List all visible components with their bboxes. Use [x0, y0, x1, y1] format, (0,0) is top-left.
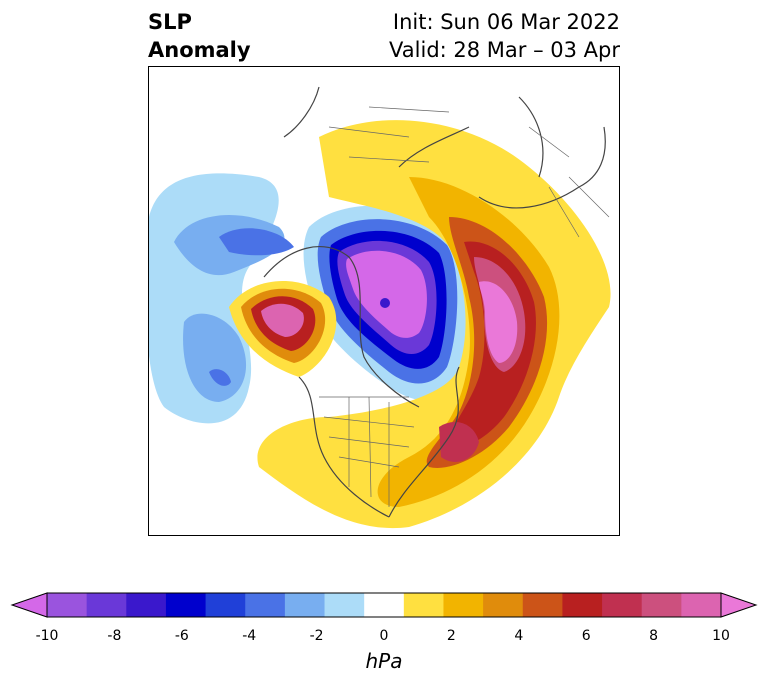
colorbar-segment [324, 593, 365, 617]
colorbar-segment [522, 593, 563, 617]
arctic-low-core [346, 250, 427, 338]
colorbar-outline [46, 592, 722, 618]
coastlines [263, 86, 606, 518]
colorbar-segment [245, 593, 286, 617]
colorbar-segment [562, 593, 603, 617]
atlantic-high-core [479, 281, 518, 363]
colorbar-segment [483, 593, 524, 617]
colorbar-tick-label: 10 [712, 628, 730, 644]
map-title-left: SLP Anomaly [148, 8, 251, 64]
pacific-low-south-core [209, 369, 231, 386]
colorbar-tick-label: 4 [514, 628, 524, 644]
colorbar-tick-label: 0 [379, 628, 389, 644]
colorbar-unit-label: hPa [365, 649, 403, 673]
colorbar-tick-label: -8 [107, 628, 122, 644]
colorbar-tick-label: 6 [581, 628, 591, 644]
colorbar-tick-label: -2 [309, 628, 324, 644]
colorbar-extend-max [720, 592, 758, 618]
colorbar-segment [126, 593, 167, 617]
colorbar-segment [403, 593, 444, 617]
colorbar-segment [602, 593, 643, 617]
anomaly-map [149, 86, 611, 529]
colorbar-segment [205, 593, 246, 617]
pacific-low-core [219, 228, 294, 256]
atlantic-high-south [439, 422, 479, 462]
colorbar-segment [443, 593, 484, 617]
colorbar-tick-label: 2 [446, 628, 456, 644]
init-date: Init: Sun 06 Mar 2022 [392, 10, 620, 34]
country-borders [319, 106, 610, 507]
colorbar-segment [47, 593, 88, 617]
colorbar-segment [165, 593, 207, 617]
colorbar-tick-label: -10 [35, 628, 59, 644]
title-slp: SLP [148, 10, 192, 34]
colorbar-tick-label: 8 [649, 628, 659, 644]
title-anomaly: Anomaly [148, 38, 251, 62]
colorbar-segment [284, 593, 326, 617]
colorbar-segment [364, 593, 405, 617]
colorbar-segment [681, 593, 722, 617]
colorbar-segment [86, 593, 127, 617]
colorbar-tick-label: -6 [174, 628, 189, 644]
gulf-high-core [261, 303, 304, 337]
colorbar-extend-min [10, 592, 48, 618]
colorbar [10, 592, 758, 618]
low-center [380, 298, 390, 308]
valid-range: Valid: 28 Mar – 03 Apr [389, 38, 620, 62]
map-panel [148, 66, 620, 536]
map-title-right: Init: Sun 06 Mar 2022 Valid: 28 Mar – 03… [389, 8, 620, 64]
colorbar-segment [641, 593, 682, 617]
colorbar-tick-label: -4 [242, 628, 257, 644]
